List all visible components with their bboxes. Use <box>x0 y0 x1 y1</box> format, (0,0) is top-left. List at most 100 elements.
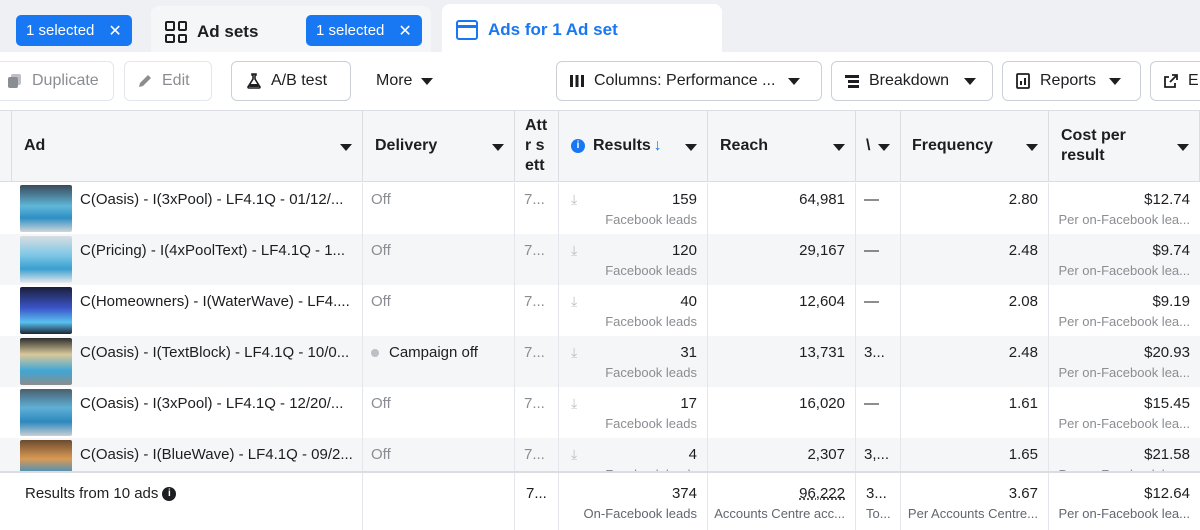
footer-results-sub: On-Facebook leads <box>583 506 697 521</box>
cost-value: $9.19 <box>1152 293 1190 310</box>
ad-cell[interactable]: C(Homeowners) - I(WaterWave) - LF4.... <box>0 285 363 336</box>
cost-cell: $20.93 Per on-Facebook lea... <box>1049 336 1200 387</box>
results-sub: Facebook leads <box>605 212 697 227</box>
cost-cell: $15.45 Per on-Facebook lea... <box>1049 387 1200 438</box>
download-icon[interactable]: ⤓ <box>571 446 578 462</box>
breakdown-dropdown[interactable]: Breakdown <box>831 61 993 101</box>
header-results[interactable]: i Results ↓ <box>559 111 708 182</box>
reports-dropdown[interactable]: Reports <box>1002 61 1141 101</box>
edit-button[interactable]: Edit <box>124 61 212 101</box>
header-frequency-label: Frequency <box>912 137 993 154</box>
chevron-down-icon[interactable] <box>878 144 890 151</box>
tab-ads[interactable]: Ads for 1 Ad set <box>442 4 722 56</box>
v-cell: 3... <box>856 336 901 387</box>
header-v[interactable]: \ <box>856 111 901 182</box>
frequency-value: 2.48 <box>1008 242 1038 259</box>
frequency-value: 2.48 <box>1008 344 1038 361</box>
header-cost-per-result[interactable]: Cost per result <box>1049 111 1200 182</box>
campaigns-selection-chip[interactable]: 1 selected ✕ <box>16 15 132 46</box>
delivery-status: Campaign off <box>389 344 478 361</box>
header-frequency[interactable]: Frequency <box>901 111 1049 182</box>
results-value: 31 <box>680 344 697 361</box>
ad-cell[interactable]: C(Oasis) - I(TextBlock) - LF4.1Q - 10/0.… <box>0 336 363 387</box>
ab-test-label: A/B test <box>271 72 328 89</box>
columns-dropdown[interactable]: Columns: Performance ... <box>556 61 822 101</box>
header-reach[interactable]: Reach <box>708 111 856 182</box>
results-sub: Facebook leads <box>605 263 697 278</box>
ad-name[interactable]: C(Oasis) - I(TextBlock) - LF4.1Q - 10/0.… <box>80 344 350 361</box>
ad-name[interactable]: C(Oasis) - I(3xPool) - LF4.1Q - 01/12/..… <box>80 191 344 208</box>
ad-cell[interactable]: C(Oasis) - I(3xPool) - LF4.1Q - 01/12/..… <box>0 183 363 234</box>
table-row[interactable]: C(Homeowners) - I(WaterWave) - LF4.... O… <box>0 285 1200 336</box>
ad-cell[interactable]: C(Pricing) - I(4xPoolText) - LF4.1Q - 1.… <box>0 234 363 285</box>
ad-thumbnail[interactable] <box>20 236 72 283</box>
chevron-down-icon[interactable] <box>1026 144 1038 151</box>
ad-thumbnail[interactable] <box>20 338 72 385</box>
footer-frequency: 3.67 <box>1008 485 1038 502</box>
delivery-cell: Off <box>363 285 515 336</box>
header-attribution[interactable]: Attr sett <box>515 111 559 182</box>
table-row[interactable]: C(Oasis) - I(3xPool) - LF4.1Q - 12/20/..… <box>0 387 1200 438</box>
more-label: More <box>376 72 413 89</box>
attribution-value: 7... <box>524 191 545 208</box>
delivery-cell: Campaign off <box>363 336 515 387</box>
ad-sets-icon <box>165 21 187 43</box>
edit-label: Edit <box>162 72 190 89</box>
download-icon[interactable]: ⤓ <box>571 191 578 207</box>
header-cost-label: Cost per result <box>1061 127 1126 164</box>
chevron-down-icon[interactable] <box>685 144 697 151</box>
chevron-down-icon[interactable] <box>1177 144 1189 151</box>
delivery-status: Off <box>371 191 391 208</box>
ad-name[interactable]: C(Oasis) - I(3xPool) - LF4.1Q - 12/20/..… <box>80 395 344 412</box>
adsets-selection-chip[interactable]: 1 selected ✕ <box>306 15 422 46</box>
more-button[interactable]: More <box>364 61 454 101</box>
info-icon[interactable]: i <box>571 139 585 153</box>
ads-icon <box>456 20 478 40</box>
header-delivery-label: Delivery <box>375 137 438 154</box>
results-value: 4 <box>688 446 697 463</box>
ad-thumbnail[interactable] <box>20 287 72 334</box>
ad-name[interactable]: C(Oasis) - I(BlueWave) - LF4.1Q - 09/2..… <box>80 446 353 463</box>
export-button[interactable]: E <box>1150 61 1200 101</box>
duplicate-icon <box>8 74 21 88</box>
footer-reach[interactable]: 96,222 <box>799 485 845 502</box>
close-icon[interactable]: ✕ <box>398 22 412 40</box>
download-icon[interactable]: ⤓ <box>571 395 578 411</box>
download-icon[interactable]: ⤓ <box>571 344 578 360</box>
delivery-status: Off <box>371 293 391 310</box>
frequency-value: 2.80 <box>1008 191 1038 208</box>
v-cell: — <box>856 285 901 336</box>
header-delivery[interactable]: Delivery <box>363 111 515 182</box>
table-row[interactable]: C(Pricing) - I(4xPoolText) - LF4.1Q - 1.… <box>0 234 1200 285</box>
ab-test-button[interactable]: A/B test <box>231 61 351 101</box>
reach-cell: 29,167 <box>708 234 856 285</box>
chevron-down-icon[interactable] <box>833 144 845 151</box>
chevron-down-icon[interactable] <box>340 144 352 151</box>
chevron-down-icon[interactable] <box>492 144 504 151</box>
close-icon[interactable]: ✕ <box>108 22 122 40</box>
info-icon[interactable]: i <box>162 487 177 502</box>
ad-thumbnail[interactable] <box>20 185 72 232</box>
ad-cell[interactable]: C(Oasis) - I(3xPool) - LF4.1Q - 12/20/..… <box>0 387 363 438</box>
table-row[interactable]: C(Oasis) - I(TextBlock) - LF4.1Q - 10/0.… <box>0 336 1200 387</box>
breakdown-icon <box>845 75 859 88</box>
footer-ad-cell: Results from 10 ads i <box>0 473 363 530</box>
table-row[interactable]: C(Oasis) - I(3xPool) - LF4.1Q - 01/12/..… <box>0 183 1200 234</box>
attribution-cell: 7... <box>515 438 559 489</box>
ad-name[interactable]: C(Homeowners) - I(WaterWave) - LF4.... <box>80 293 350 310</box>
header-attribution-label: Attr sett <box>525 117 548 174</box>
cost-sub: Per on-Facebook lea... <box>1058 263 1190 278</box>
export-icon <box>1164 74 1178 88</box>
header-ad[interactable]: Ad <box>12 111 363 182</box>
attribution-value: 7... <box>524 242 545 259</box>
duplicate-button[interactable]: Duplicate <box>0 61 114 101</box>
ad-name[interactable]: C(Pricing) - I(4xPoolText) - LF4.1Q - 1.… <box>80 242 346 259</box>
results-value: 120 <box>671 242 697 259</box>
cost-cell: $9.74 Per on-Facebook lea... <box>1049 234 1200 285</box>
download-icon[interactable]: ⤓ <box>571 293 578 309</box>
attribution-cell: 7... <box>515 387 559 438</box>
reach-value: 12,604 <box>799 293 845 310</box>
ad-thumbnail[interactable] <box>20 389 72 436</box>
download-icon[interactable]: ⤓ <box>571 242 578 258</box>
header-v-label: \ <box>866 137 871 154</box>
